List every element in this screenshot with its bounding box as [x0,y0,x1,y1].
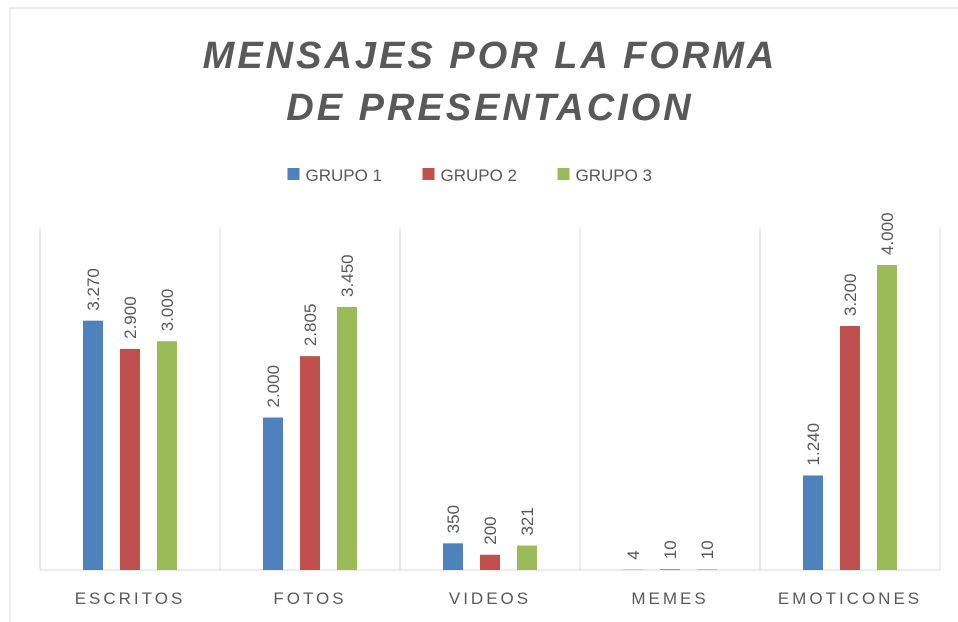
data-label: 1.240 [804,423,823,466]
legend-swatch [287,168,300,180]
bar [157,341,177,570]
bar [803,475,823,570]
bar [697,569,717,570]
data-label: 3.200 [841,273,860,316]
bar [300,356,320,570]
x-tick-label: FOTOS [273,589,346,608]
x-tick-label: MEMES [631,589,708,608]
data-label: 10 [661,540,680,559]
data-label: 2.805 [301,304,320,347]
bar [337,306,357,570]
bar [840,326,860,570]
legend-label: GRUPO 2 [441,166,518,185]
bar [660,569,680,570]
legend-label: GRUPO 1 [306,166,383,185]
data-label: 2.000 [264,365,283,408]
bar [877,265,897,570]
data-label: 10 [698,540,717,559]
data-label: 200 [481,516,500,544]
bar [83,320,103,570]
bar [480,554,500,570]
chart-border [9,7,958,622]
x-tick-label: EMOTICONES [778,589,922,608]
bar [120,348,140,570]
legend-swatch [422,168,435,180]
x-tick-label: ESCRITOS [75,589,186,608]
data-label: 3.270 [84,268,103,311]
data-label: 3.000 [158,289,177,332]
data-label: 3.450 [338,254,357,297]
chart-title: MENSAJES POR LA FORMA DE PRESENTACION [202,35,778,129]
legend-swatch [557,168,570,180]
legend-label: GRUPO 3 [576,166,653,185]
data-label: 4 [624,550,643,559]
bar [517,545,537,570]
data-label: 321 [518,507,537,535]
data-label: 350 [444,505,463,533]
data-label: 4.000 [878,212,897,255]
bar [263,417,283,570]
x-tick-label: VIDEOS [449,589,531,608]
bar [443,543,463,570]
data-label: 2.900 [121,296,140,339]
